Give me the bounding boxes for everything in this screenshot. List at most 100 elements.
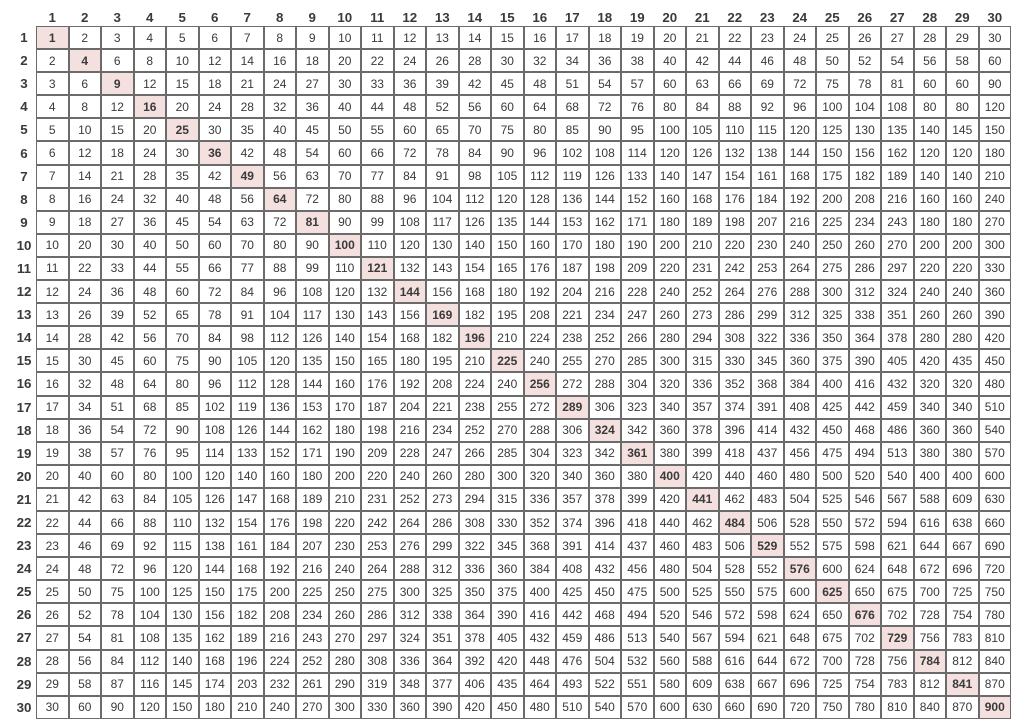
table-cell: 132 bbox=[199, 511, 232, 534]
table-cell: 51 bbox=[101, 396, 134, 419]
table-cell: 32 bbox=[524, 49, 557, 72]
table-cell: 240 bbox=[914, 280, 947, 303]
table-cell: 18 bbox=[296, 49, 329, 72]
table-cell: 60 bbox=[654, 72, 687, 95]
table-cell: 32 bbox=[134, 188, 167, 211]
table-cell: 672 bbox=[784, 650, 817, 673]
table-cell: 696 bbox=[784, 673, 817, 696]
table-cell: 315 bbox=[686, 349, 719, 372]
table-cell: 88 bbox=[719, 95, 752, 118]
table-cell: 425 bbox=[816, 396, 849, 419]
table-cell: 840 bbox=[914, 696, 947, 719]
table-cell: 493 bbox=[556, 673, 589, 696]
table-cell: 285 bbox=[491, 442, 524, 465]
table-cell: 100 bbox=[166, 465, 199, 488]
table-cell: 575 bbox=[816, 534, 849, 557]
table-cell: 42 bbox=[199, 165, 232, 188]
table-cell: 500 bbox=[816, 465, 849, 488]
diagonal-cell: 361 bbox=[621, 442, 654, 465]
table-cell: 52 bbox=[426, 95, 459, 118]
table-cell: 160 bbox=[946, 188, 979, 211]
table-cell: 154 bbox=[719, 165, 752, 188]
table-cell: 216 bbox=[394, 419, 427, 442]
table-cell: 667 bbox=[946, 534, 979, 557]
table-cell: 754 bbox=[849, 673, 882, 696]
table-cell: 21 bbox=[36, 488, 69, 511]
col-header: 28 bbox=[914, 8, 947, 26]
table-cell: 50 bbox=[166, 234, 199, 257]
table-cell: 42 bbox=[69, 488, 102, 511]
table-cell: 384 bbox=[524, 557, 557, 580]
table-cell: 18 bbox=[199, 72, 232, 95]
table-cell: 132 bbox=[361, 280, 394, 303]
col-header: 1 bbox=[36, 8, 69, 26]
row-header: 11 bbox=[12, 257, 36, 280]
table-cell: 38 bbox=[621, 49, 654, 72]
table-cell: 28 bbox=[459, 49, 492, 72]
table-cell: 36 bbox=[101, 280, 134, 303]
table-cell: 405 bbox=[491, 626, 524, 649]
table-cell: 99 bbox=[296, 257, 329, 280]
table-cell: 728 bbox=[849, 650, 882, 673]
table-cell: 136 bbox=[264, 396, 297, 419]
table-cell: 360 bbox=[654, 419, 687, 442]
table-cell: 448 bbox=[524, 650, 557, 673]
table-cell: 408 bbox=[784, 396, 817, 419]
table-cell: 209 bbox=[621, 257, 654, 280]
table-cell: 216 bbox=[589, 280, 622, 303]
table-cell: 162 bbox=[199, 626, 232, 649]
table-cell: 30 bbox=[329, 72, 362, 95]
table-cell: 26 bbox=[69, 303, 102, 326]
diagonal-cell: 144 bbox=[394, 280, 427, 303]
table-cell: 391 bbox=[751, 396, 784, 419]
table-cell: 570 bbox=[979, 442, 1012, 465]
table-cell: 243 bbox=[296, 626, 329, 649]
table-cell: 324 bbox=[881, 280, 914, 303]
table-cell: 180 bbox=[329, 419, 362, 442]
table-cell: 120 bbox=[979, 95, 1012, 118]
row-header: 13 bbox=[12, 303, 36, 326]
table-cell: 420 bbox=[686, 465, 719, 488]
col-header: 30 bbox=[979, 8, 1012, 26]
table-cell: 621 bbox=[751, 626, 784, 649]
table-cell: 72 bbox=[784, 72, 817, 95]
table-cell: 90 bbox=[166, 419, 199, 442]
table-cell: 130 bbox=[849, 118, 882, 141]
table-cell: 144 bbox=[199, 557, 232, 580]
table-cell: 52 bbox=[134, 303, 167, 326]
table-cell: 28 bbox=[134, 165, 167, 188]
table-cell: 154 bbox=[361, 326, 394, 349]
table-cell: 126 bbox=[296, 326, 329, 349]
table-cell: 475 bbox=[621, 580, 654, 603]
table-cell: 228 bbox=[394, 442, 427, 465]
table-cell: 672 bbox=[914, 557, 947, 580]
table-cell: 46 bbox=[69, 534, 102, 557]
table-cell: 55 bbox=[166, 257, 199, 280]
table-cell: 600 bbox=[816, 557, 849, 580]
table-cell: 204 bbox=[394, 396, 427, 419]
diagonal-cell: 169 bbox=[426, 303, 459, 326]
table-cell: 100 bbox=[654, 118, 687, 141]
table-cell: 322 bbox=[459, 534, 492, 557]
table-cell: 132 bbox=[394, 257, 427, 280]
table-cell: 176 bbox=[524, 257, 557, 280]
table-cell: 171 bbox=[621, 211, 654, 234]
table-cell: 52 bbox=[849, 49, 882, 72]
table-cell: 588 bbox=[686, 650, 719, 673]
table-cell: 57 bbox=[621, 72, 654, 95]
table-cell: 528 bbox=[719, 557, 752, 580]
table-cell: 22 bbox=[719, 26, 752, 49]
table-cell: 450 bbox=[979, 349, 1012, 372]
table-cell: 308 bbox=[459, 511, 492, 534]
table-cell: 16 bbox=[264, 49, 297, 72]
table-cell: 28 bbox=[231, 95, 264, 118]
table-cell: 280 bbox=[946, 326, 979, 349]
table-cell: 13 bbox=[36, 303, 69, 326]
table-cell: 48 bbox=[784, 49, 817, 72]
table-cell: 308 bbox=[719, 326, 752, 349]
table-cell: 30 bbox=[199, 118, 232, 141]
table-cell: 182 bbox=[849, 165, 882, 188]
table-cell: 132 bbox=[719, 141, 752, 164]
table-cell: 56 bbox=[69, 650, 102, 673]
table-cell: 408 bbox=[556, 557, 589, 580]
